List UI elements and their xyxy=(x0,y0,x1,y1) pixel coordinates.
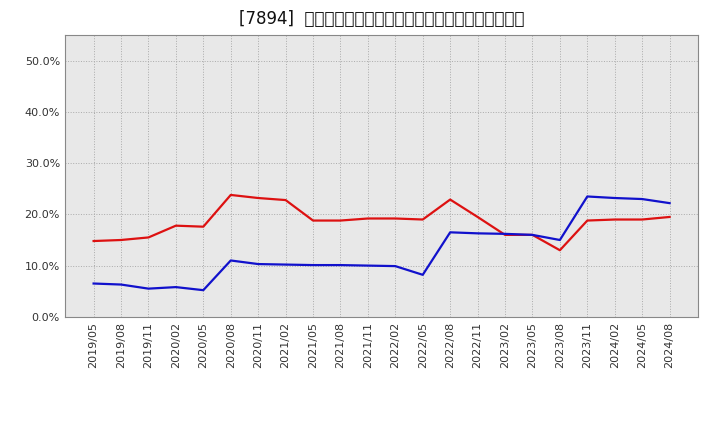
現預金 xyxy=(638,217,647,222)
Title: [7894]  現預金、有利子負債の総資産に対する比率の推移: [7894] 現預金、有利子負債の総資産に対する比率の推移 xyxy=(239,10,524,28)
現預金 xyxy=(418,217,427,222)
現預金 xyxy=(364,216,372,221)
現預金 xyxy=(391,216,400,221)
有利子負債 xyxy=(117,282,125,287)
現預金 xyxy=(473,214,482,220)
有利子負債 xyxy=(254,261,263,267)
現預金 xyxy=(500,232,509,238)
現預金 xyxy=(583,218,592,223)
有利子負債 xyxy=(418,272,427,278)
有利子負債 xyxy=(583,194,592,199)
現預金 xyxy=(665,214,674,220)
現預金 xyxy=(528,232,537,238)
現預金 xyxy=(282,198,290,203)
有利子負債 xyxy=(556,237,564,242)
有利子負債 xyxy=(282,262,290,267)
有利子負債 xyxy=(199,287,207,293)
有利子負債 xyxy=(446,230,454,235)
現預金 xyxy=(254,195,263,201)
有利子負債 xyxy=(665,201,674,206)
現預金 xyxy=(611,217,619,222)
現預金 xyxy=(556,248,564,253)
有利子負債 xyxy=(226,258,235,263)
有利子負債 xyxy=(89,281,98,286)
有利子負債 xyxy=(171,285,180,290)
有利子負債 xyxy=(500,231,509,236)
有利子負債 xyxy=(528,232,537,238)
有利子負債 xyxy=(638,196,647,202)
有利子負債 xyxy=(391,264,400,269)
有利子負債 xyxy=(144,286,153,291)
Line: 現預金: 現預金 xyxy=(94,195,670,250)
現預金 xyxy=(144,235,153,240)
Line: 有利子負債: 有利子負債 xyxy=(94,197,670,290)
現預金 xyxy=(309,218,318,223)
現預金 xyxy=(226,192,235,198)
現預金 xyxy=(171,223,180,228)
有利子負債 xyxy=(473,231,482,236)
有利子負債 xyxy=(336,262,345,268)
現預金 xyxy=(199,224,207,229)
有利子負債 xyxy=(364,263,372,268)
有利子負債 xyxy=(611,195,619,201)
現預金 xyxy=(89,238,98,244)
現預金 xyxy=(446,197,454,202)
現預金 xyxy=(117,237,125,242)
現預金 xyxy=(336,218,345,223)
有利子負債 xyxy=(309,262,318,268)
